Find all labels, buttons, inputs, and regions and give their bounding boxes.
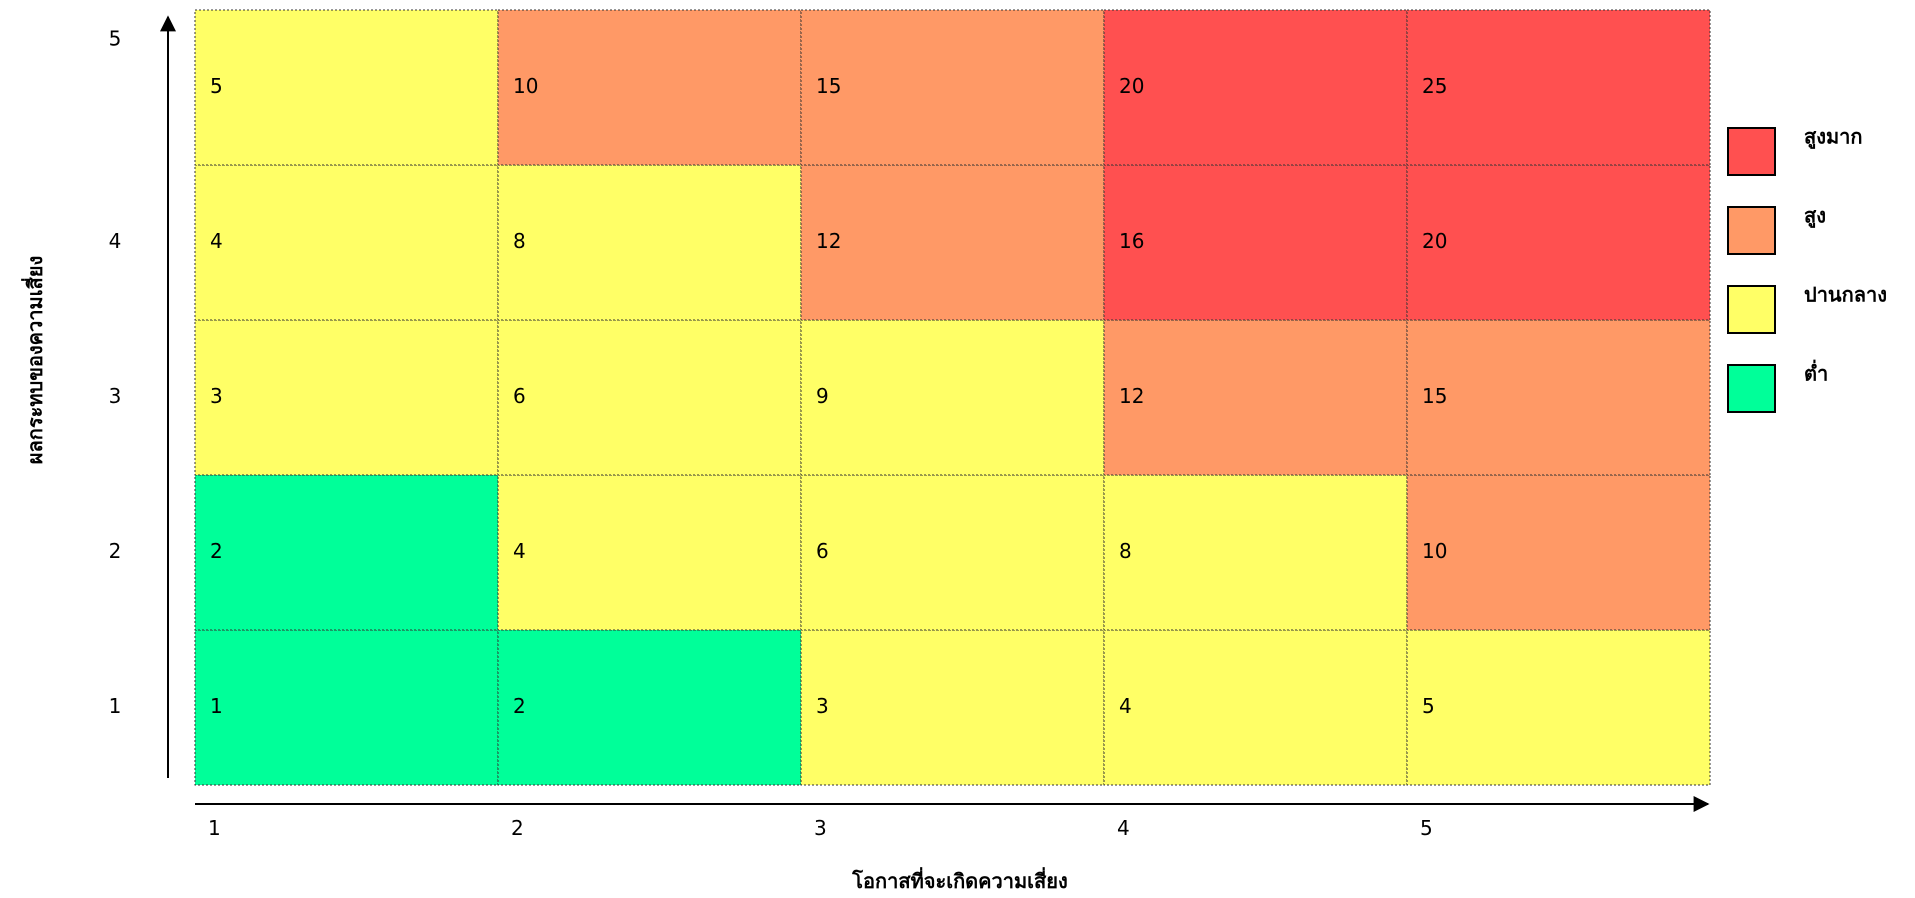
heatmap-cell <box>1103 629 1408 786</box>
heatmap-cell <box>1406 474 1711 631</box>
cell-value-label: 12 <box>816 229 841 253</box>
y-tick-label: 5 <box>109 27 122 51</box>
cell-value-label: 20 <box>1119 74 1144 98</box>
cell-value-label: 15 <box>816 74 841 98</box>
cell-value-label: 8 <box>513 229 526 253</box>
cell-value-label: 5 <box>1422 694 1435 718</box>
legend-swatch <box>1727 127 1776 176</box>
y-tick-label: 4 <box>109 229 122 253</box>
heatmap-cell <box>1406 9 1711 166</box>
heatmap-cell <box>194 629 499 786</box>
cell-value-label: 15 <box>1422 384 1447 408</box>
x-tick-label: 4 <box>1117 816 1130 840</box>
heatmap-cell <box>194 319 499 476</box>
heatmap-cell <box>194 9 499 166</box>
cell-value-label: 6 <box>513 384 526 408</box>
heatmap-cell <box>1406 164 1711 321</box>
cell-value-label: 4 <box>210 229 223 253</box>
heatmap-cell <box>1103 164 1408 321</box>
cell-value-label: 8 <box>1119 539 1132 563</box>
y-tick-labels: 1 2 3 4 5 <box>109 27 122 719</box>
heatmap-cell <box>1103 474 1408 631</box>
y-tick-label: 1 <box>109 694 122 718</box>
x-axis-title: โอกาสที่จะเกิดความเสี่ยง <box>851 866 1067 893</box>
cell-value-label: 10 <box>1422 539 1447 563</box>
heatmap-cell <box>800 164 1105 321</box>
cell-value-label: 16 <box>1119 229 1144 253</box>
heatmap-cell <box>800 474 1105 631</box>
heatmap-cell <box>800 9 1105 166</box>
cell-value-label: 3 <box>210 384 223 408</box>
heatmap-cell <box>194 164 499 321</box>
legend-label: ปานกลาง <box>1804 283 1887 307</box>
heatmap-cell <box>497 164 802 321</box>
y-tick-label: 3 <box>109 384 122 408</box>
x-tick-label: 1 <box>208 816 221 840</box>
legend-swatch <box>1727 364 1776 413</box>
cell-value-label: 25 <box>1422 74 1447 98</box>
x-tick-labels: 1 2 3 4 5 <box>208 816 1433 840</box>
legend-swatch <box>1727 285 1776 334</box>
cell-value-label: 1 <box>210 694 223 718</box>
cell-value-label: 5 <box>210 74 223 98</box>
cell-value-label: 9 <box>816 384 829 408</box>
cell-value-label: 12 <box>1119 384 1144 408</box>
heatmap-cell <box>1406 629 1711 786</box>
heatmap-cell <box>497 474 802 631</box>
heatmap-cells <box>194 9 1711 786</box>
cell-value-label: 2 <box>210 539 223 563</box>
cell-value-label: 3 <box>816 694 829 718</box>
y-axis-title: ผลกระทบของความเสี่ยง <box>20 256 47 464</box>
axes <box>160 15 1710 812</box>
cell-value-label: 20 <box>1422 229 1447 253</box>
cell-value-label: 10 <box>513 74 538 98</box>
legend-swatch <box>1727 206 1776 255</box>
cell-value-label: 4 <box>513 539 526 563</box>
legend-label: สูง <box>1804 204 1826 230</box>
cell-value-label: 4 <box>1119 694 1132 718</box>
heatmap-cell <box>800 629 1105 786</box>
legend-label: ต่ำ <box>1804 359 1828 386</box>
heatmap-cell <box>194 474 499 631</box>
heatmap-cell <box>1103 9 1408 166</box>
heatmap-cell <box>1103 319 1408 476</box>
heatmap-cell <box>497 629 802 786</box>
heatmap-cell <box>1406 319 1711 476</box>
x-tick-label: 3 <box>814 816 827 840</box>
x-tick-label: 5 <box>1420 816 1433 840</box>
cell-value-label: 6 <box>816 539 829 563</box>
legend-label: สูงมาก <box>1804 125 1863 151</box>
heatmap-cell <box>800 319 1105 476</box>
heatmap-cell <box>497 319 802 476</box>
heatmap-cell <box>497 9 802 166</box>
heatmap-cell-labels: 1 2 3 4 52 4 6 8 103 6 9 12 154 8 12 16 205 10 15 20 25 <box>210 74 1447 718</box>
x-tick-label: 2 <box>511 816 524 840</box>
y-tick-label: 2 <box>109 539 122 563</box>
cell-value-label: 2 <box>513 694 526 718</box>
